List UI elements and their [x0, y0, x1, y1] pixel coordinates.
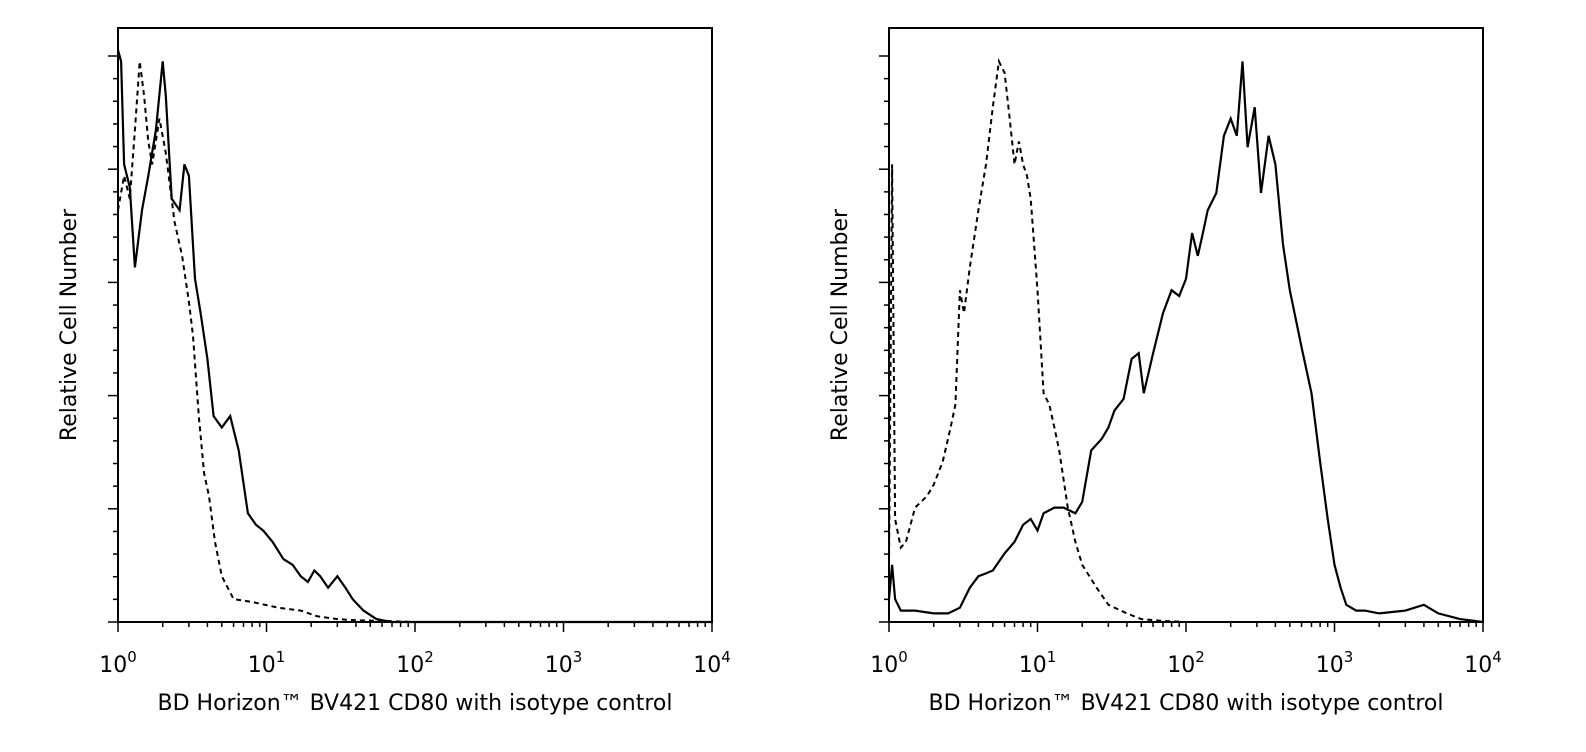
y-axis-label: Relative Cell Number [828, 208, 853, 441]
x-axis-ticks [888, 622, 1484, 632]
x-tick-label: 100 [99, 648, 137, 678]
x-tick-label-base: 10 [248, 653, 276, 678]
x-axis-tick-labels: 100 101 102 103 104 [870, 648, 1502, 678]
x-tick-label: 104 [1464, 648, 1502, 678]
x-tick-label: 102 [396, 648, 434, 678]
x-tick-label-exponent: 3 [573, 648, 583, 666]
x-tick-label-base: 10 [1167, 653, 1195, 678]
plot-frame [888, 27, 1484, 623]
x-tick-label-exponent: 3 [1344, 648, 1354, 666]
x-tick-label-exponent: 4 [721, 648, 731, 666]
x-tick-label: 103 [545, 648, 583, 678]
histogram-panel-right: 100 101 102 103 104 Relative Cell Number BD … [828, 27, 1502, 716]
x-tick-label: 102 [1167, 648, 1205, 678]
isotype-control-curve [117, 61, 712, 623]
x-tick-label-exponent: 2 [1195, 648, 1205, 666]
y-axis-ticks [108, 55, 118, 623]
x-tick-label-exponent: 1 [1047, 648, 1057, 666]
x-tick-label: 100 [870, 648, 908, 678]
x-tick-label-exponent: 0 [127, 648, 137, 666]
x-tick-label-base: 10 [1464, 653, 1492, 678]
x-tick-label-exponent: 2 [424, 648, 434, 666]
x-tick-label: 101 [248, 648, 286, 678]
x-tick-label-base: 10 [1316, 653, 1344, 678]
x-tick-label-exponent: 1 [276, 648, 286, 666]
y-axis-ticks [879, 55, 889, 623]
cd80-curve [887, 61, 1484, 624]
histogram-panel-left: 100 101 102 103 104 Relative Cell Number BD … [57, 27, 731, 716]
cd80-curve [116, 49, 712, 624]
x-tick-label-base: 10 [1019, 653, 1047, 678]
x-tick-label-base: 10 [545, 653, 573, 678]
x-tick-label-exponent: 0 [898, 648, 908, 666]
x-tick-label-base: 10 [870, 653, 898, 678]
x-axis-ticks [117, 622, 713, 632]
plot-frame [117, 27, 713, 623]
x-tick-label: 103 [1316, 648, 1354, 678]
x-tick-label-base: 10 [693, 653, 721, 678]
isotype-control-curve [888, 58, 1483, 623]
x-axis-label: BD Horizon™ BV421 CD80 with isotype cont… [158, 691, 673, 716]
x-tick-label-exponent: 4 [1492, 648, 1502, 666]
x-tick-label: 101 [1019, 648, 1057, 678]
y-axis-label: Relative Cell Number [57, 208, 82, 441]
x-tick-label-base: 10 [396, 653, 424, 678]
x-tick-label: 104 [693, 648, 731, 678]
x-tick-label-base: 10 [99, 653, 127, 678]
x-axis-tick-labels: 100 101 102 103 104 [99, 648, 731, 678]
x-axis-label: BD Horizon™ BV421 CD80 with isotype cont… [929, 691, 1444, 716]
